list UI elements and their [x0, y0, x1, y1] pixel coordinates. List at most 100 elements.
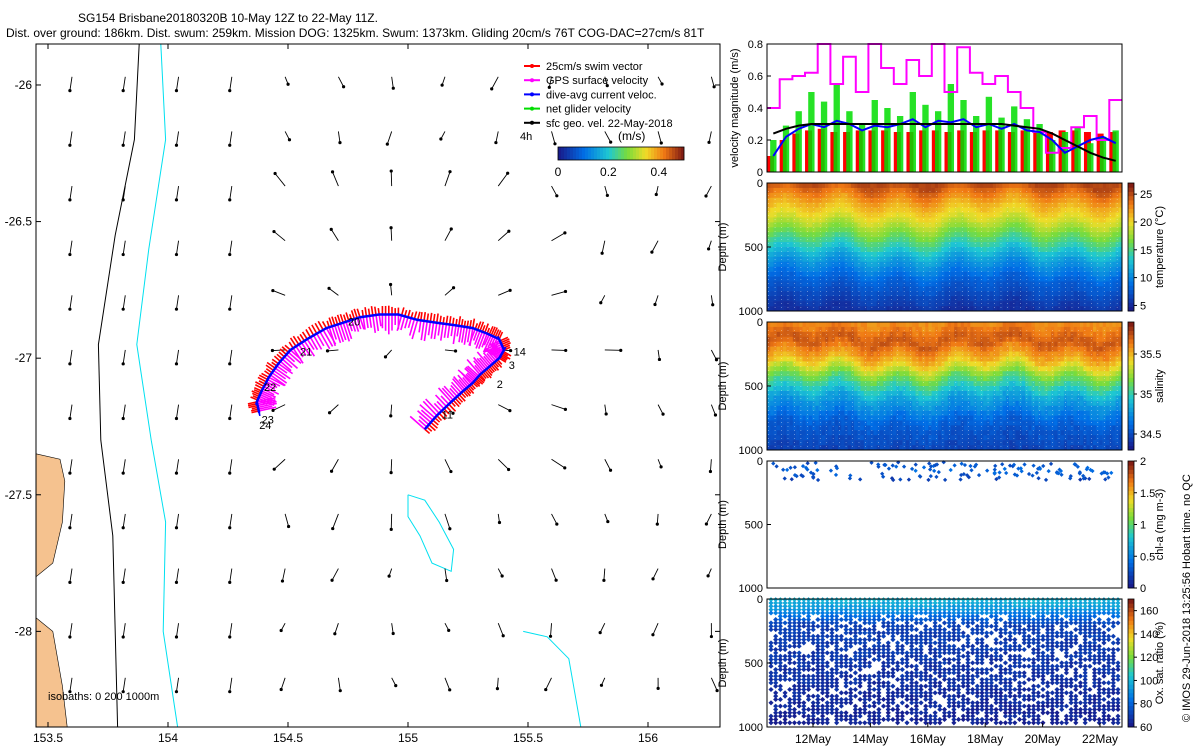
section-cell — [863, 222, 868, 228]
gps-vector — [437, 323, 441, 336]
colorbar-cell — [1128, 247, 1134, 252]
section-cell — [983, 266, 987, 272]
section-cell — [812, 286, 816, 292]
section-cell — [821, 386, 826, 392]
gps-vector — [446, 324, 451, 338]
section-cell — [776, 376, 781, 382]
gps-vector — [449, 387, 458, 397]
section-cell — [1015, 291, 1020, 297]
section-cell — [873, 286, 878, 292]
section-cell — [957, 207, 961, 213]
section-cell — [779, 405, 784, 411]
section-cell — [1018, 207, 1023, 213]
section-cell — [954, 266, 958, 272]
colorbar-tick-label: 20 — [1140, 217, 1152, 229]
section-cell — [1031, 187, 1036, 194]
net-velocity-bar — [1049, 140, 1056, 172]
section-cell — [938, 183, 942, 189]
section-cell — [1109, 197, 1113, 203]
section-cell — [1080, 306, 1084, 312]
section-cell — [1105, 291, 1110, 297]
section-cell — [1002, 247, 1007, 253]
section-cell — [905, 261, 910, 267]
section-cell — [815, 197, 819, 203]
gps-vector — [322, 329, 334, 347]
section-cell — [854, 445, 858, 451]
section-cell — [796, 326, 800, 333]
section-cell — [883, 242, 887, 248]
geo-velocity-arrowhead — [174, 143, 179, 147]
section-cell — [850, 261, 855, 267]
swim-vector — [273, 355, 281, 362]
section-cell — [928, 251, 932, 258]
section-cell — [902, 197, 907, 203]
geo-velocity-arrowhead — [121, 526, 125, 530]
gps-vector — [463, 327, 468, 345]
section-cell — [1067, 212, 1071, 218]
section-cell — [841, 276, 845, 282]
section-cell — [934, 281, 939, 287]
section-cell — [883, 405, 887, 411]
section-cell — [954, 247, 958, 253]
section-cell — [1047, 256, 1052, 263]
section-cell — [889, 291, 894, 297]
swim-vector — [494, 329, 500, 338]
section-cell — [776, 405, 781, 411]
gps-vector — [400, 316, 406, 331]
section-cell — [821, 183, 826, 189]
section-cell — [879, 435, 884, 441]
section-cell — [947, 183, 952, 189]
geo-velocity-arrow — [122, 76, 126, 91]
section-cell — [821, 395, 826, 402]
map-x-tick-label: 154 — [158, 731, 178, 745]
section-cell — [779, 386, 784, 392]
section-cell — [857, 222, 861, 228]
section-cell — [889, 386, 894, 392]
section-cell — [841, 336, 845, 342]
section-cell — [1005, 247, 1010, 253]
section-cell — [847, 227, 852, 233]
section-cell — [892, 266, 897, 272]
section-cell — [825, 207, 829, 213]
section-cell — [1031, 266, 1036, 272]
isobath-seamount — [407, 494, 455, 573]
section-cell — [1102, 202, 1107, 208]
section-cell — [957, 237, 961, 243]
speed-colorbar-cell — [627, 147, 631, 160]
geo-velocity-arrowhead — [389, 169, 393, 173]
section-cell — [847, 306, 852, 312]
section-cell — [967, 227, 971, 233]
section-cell — [899, 217, 903, 223]
section-cell — [1044, 197, 1049, 203]
section-cell — [1038, 286, 1042, 292]
section-cell — [870, 356, 874, 362]
geo-velocity-arrowhead — [333, 632, 337, 636]
section-cell — [857, 291, 861, 297]
section-cell — [1054, 227, 1058, 233]
geo-velocity-arrow — [69, 568, 73, 583]
section-cell — [796, 192, 800, 199]
section-cell — [867, 376, 871, 382]
section-cell — [783, 430, 787, 436]
section-cell — [931, 183, 936, 189]
section-cell — [841, 395, 845, 402]
section-cell — [792, 202, 797, 208]
section-cell — [1115, 197, 1120, 203]
section-cell — [925, 232, 929, 238]
section-cell — [996, 222, 1000, 228]
section-cell — [896, 242, 900, 248]
section-cell — [1105, 266, 1110, 272]
section-cell — [980, 306, 984, 312]
swim-vector — [502, 350, 512, 357]
section-cell — [960, 266, 965, 272]
section-cell — [834, 326, 839, 333]
map-x-tick-label: 155.5 — [513, 731, 543, 745]
net-velocity-bar — [1011, 106, 1018, 172]
section-cell — [867, 435, 871, 441]
gps-vector — [473, 360, 484, 373]
section-cell — [1012, 306, 1016, 312]
section-cell — [889, 202, 894, 208]
section-cell — [812, 187, 816, 194]
section-cell — [831, 202, 836, 208]
